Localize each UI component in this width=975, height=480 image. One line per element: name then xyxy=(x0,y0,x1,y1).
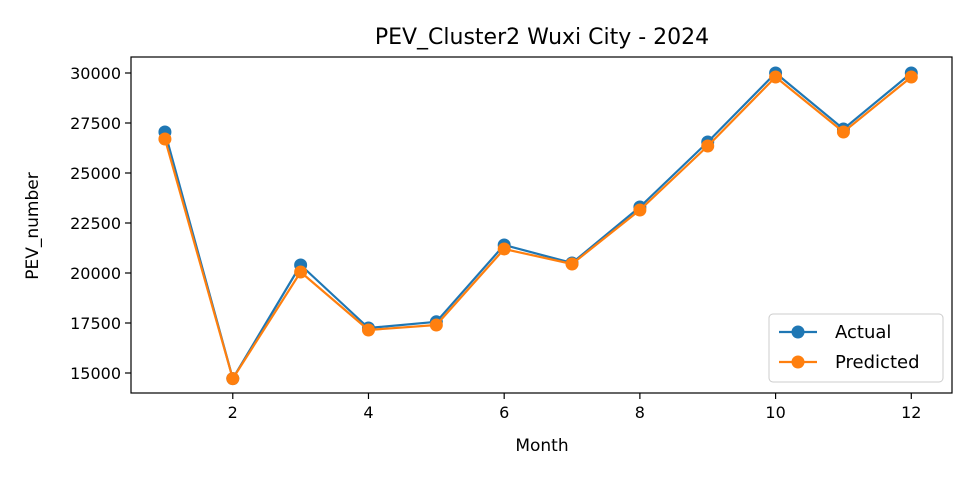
x-tick-label: 4 xyxy=(363,403,373,422)
legend-marker xyxy=(791,325,805,339)
y-tick-label: 20000 xyxy=(70,264,121,283)
x-tick-label: 8 xyxy=(635,403,645,422)
data-point xyxy=(633,203,647,217)
data-point xyxy=(361,323,375,337)
data-point xyxy=(294,265,308,279)
x-axis-label: Month xyxy=(515,436,568,456)
legend-label: Actual xyxy=(835,322,891,343)
x-tick-label: 12 xyxy=(901,403,921,422)
data-point xyxy=(497,242,511,256)
y-tick-label: 15000 xyxy=(70,364,121,383)
x-axis: 2 4 6 8 10 12 xyxy=(228,393,921,422)
series-predicted xyxy=(158,70,918,386)
data-point xyxy=(836,125,850,139)
legend: Actual Predicted xyxy=(768,313,944,383)
plot-area xyxy=(130,56,953,394)
y-tick-label: 17500 xyxy=(70,314,121,333)
series-line xyxy=(163,75,912,380)
legend-label: Predicted xyxy=(835,352,920,373)
y-tick-label: 27500 xyxy=(70,114,121,133)
data-point xyxy=(565,257,579,271)
data-point xyxy=(158,132,172,146)
data-point xyxy=(701,139,715,153)
data-point xyxy=(904,70,918,84)
chart-title: PEV_Cluster2 Wuxi City - 2024 xyxy=(375,25,709,50)
legend-item-predicted: Predicted xyxy=(779,352,920,373)
legend-marker xyxy=(791,355,805,369)
data-point xyxy=(226,372,240,386)
x-tick-label: 6 xyxy=(499,403,509,422)
series-layer xyxy=(158,66,918,386)
series-line xyxy=(163,71,912,380)
y-axis: 15000 17500 20000 22500 25000 27500 30000 xyxy=(70,64,131,383)
data-point xyxy=(769,70,783,84)
plot-frame xyxy=(130,56,953,394)
data-point xyxy=(429,318,443,332)
x-tick-label: 10 xyxy=(765,403,785,422)
y-axis-label: PEV_number xyxy=(23,172,43,279)
y-tick-label: 30000 xyxy=(70,64,121,83)
y-tick-label: 22500 xyxy=(70,214,121,233)
legend-item-actual: Actual xyxy=(779,322,891,343)
y-tick-label: 25000 xyxy=(70,164,121,183)
x-tick-label: 2 xyxy=(228,403,238,422)
